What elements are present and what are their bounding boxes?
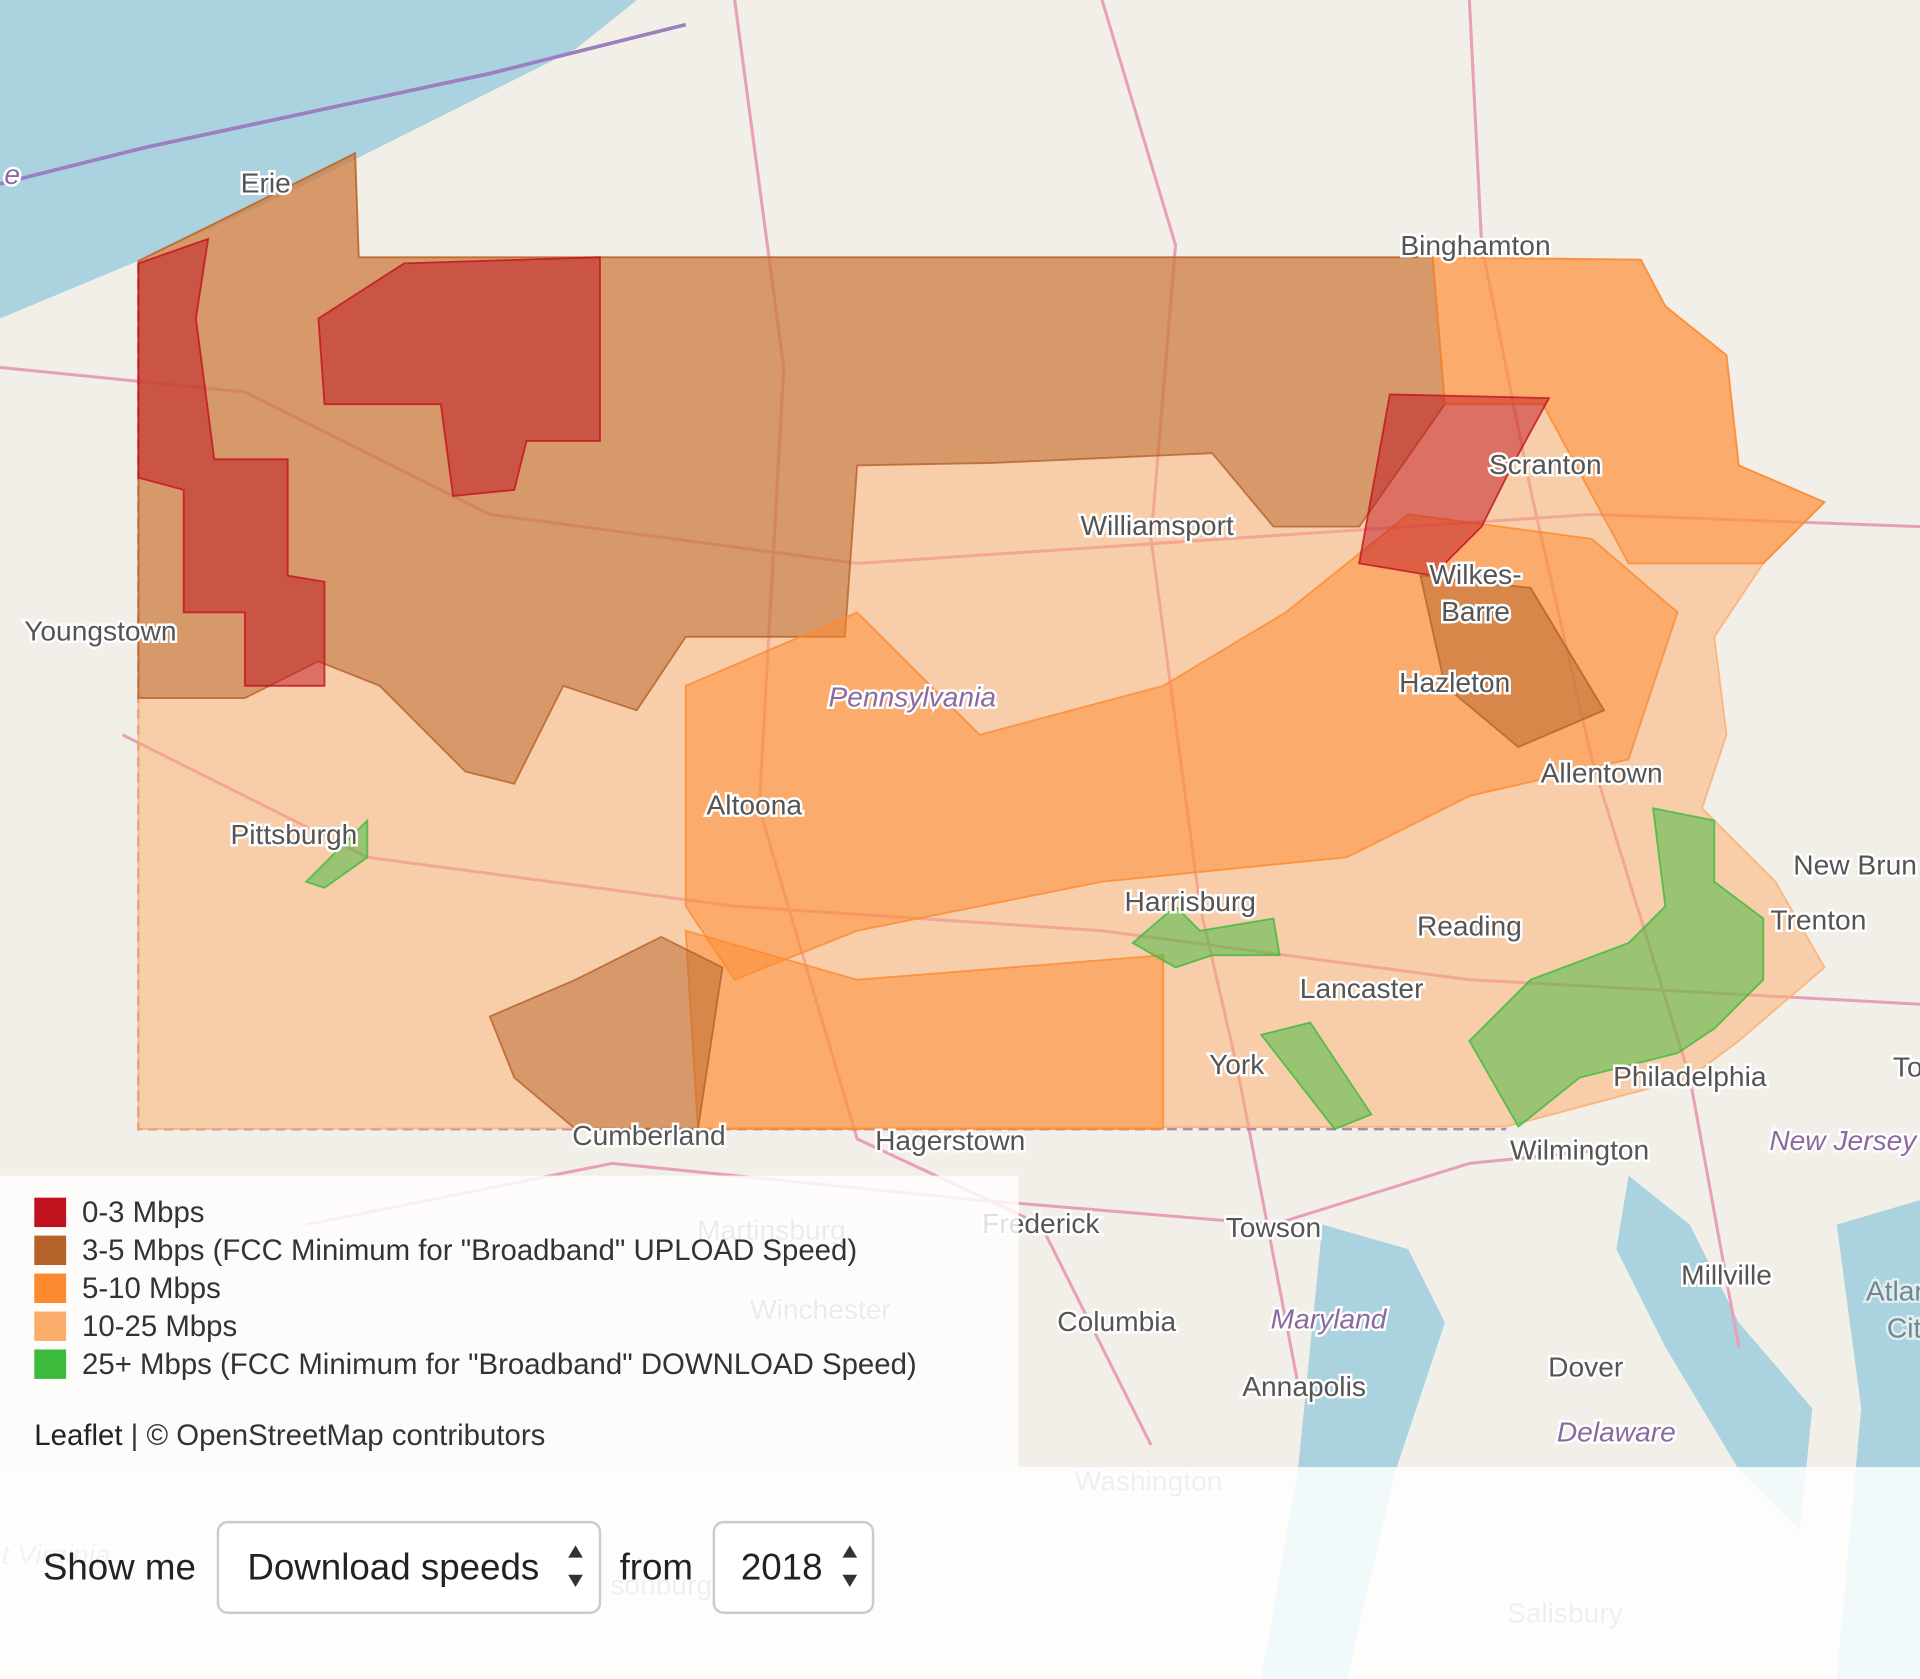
legend-label: 0-3 Mbps <box>82 1196 204 1229</box>
regions <box>137 151 1827 1131</box>
speed-region <box>317 256 601 498</box>
border-line <box>0 22 687 186</box>
legend-label: 25+ Mbps (FCC Minimum for "Broadband" DO… <box>82 1348 917 1381</box>
place-label: Millville <box>1681 1260 1772 1291</box>
place-label: Reading <box>1417 911 1522 942</box>
leaflet-link[interactable]: Leaflet <box>34 1419 122 1452</box>
speed-region <box>1131 904 1281 969</box>
from-label: from <box>620 1547 693 1588</box>
attribution-suffix: contributors <box>392 1419 545 1452</box>
place-label: Columbia <box>1057 1306 1176 1337</box>
place-label: Binghamton <box>1400 230 1550 261</box>
legend-swatch <box>34 1273 67 1303</box>
legend-swatch <box>34 1349 67 1379</box>
place-label: New Brun <box>1793 849 1917 880</box>
place-label: Lancaster <box>1300 973 1424 1004</box>
lake-erie <box>0 0 637 319</box>
place-label: Wilkes- <box>1429 559 1521 590</box>
place-label: Hagerstown <box>875 1125 1025 1156</box>
place-label: New Jersey <box>1769 1125 1918 1156</box>
place-label: To <box>1893 1051 1920 1082</box>
place-label: Youngstown <box>24 616 176 647</box>
legend-swatch <box>34 1197 67 1228</box>
year-select[interactable]: 2018 <box>712 1520 875 1614</box>
legend-swatch <box>34 1235 67 1266</box>
road <box>305 1149 1592 1227</box>
place-label: Philadelphia <box>1613 1061 1767 1092</box>
place-label: Annapolis <box>1242 1371 1366 1402</box>
speed-region <box>1259 1021 1373 1131</box>
legend-label: 10-25 Mbps <box>82 1310 237 1343</box>
place-label: e <box>4 159 20 190</box>
place-label: Pittsburgh <box>230 819 357 850</box>
legend-box <box>0 1175 1019 1468</box>
place-label: Harrisburg <box>1124 886 1255 917</box>
place-label: Barre <box>1441 596 1510 627</box>
place-label: Dover <box>1548 1351 1623 1382</box>
place-label: Cit <box>1887 1312 1920 1343</box>
place-label: Trenton <box>1770 905 1866 936</box>
select-value[interactable]: Download speeds <box>247 1547 539 1588</box>
speed-region <box>1358 393 1551 577</box>
place-label: Wilmington <box>1510 1135 1649 1166</box>
select-box[interactable] <box>216 1520 602 1614</box>
place-label: Hazleton <box>1399 667 1510 698</box>
metric-select[interactable]: Download speeds <box>216 1520 602 1614</box>
speed-region <box>488 935 724 1131</box>
select-box[interactable] <box>712 1520 875 1614</box>
legend-swatch <box>34 1311 67 1341</box>
place-label: Pennsylvania <box>829 682 996 713</box>
legend-label: 3-5 Mbps (FCC Minimum for "Broadband" UP… <box>82 1234 857 1267</box>
attribution-separator: | © <box>131 1419 169 1452</box>
place-label: York <box>1209 1049 1265 1080</box>
place-label: Altoona <box>707 789 803 820</box>
place-label: Atlan <box>1866 1276 1920 1307</box>
place-label: Maryland <box>1271 1304 1388 1335</box>
legend-label: 5-10 Mbps <box>82 1272 221 1305</box>
place-label: Erie <box>241 167 291 198</box>
place-label: Scranton <box>1489 449 1602 480</box>
select-value[interactable]: 2018 <box>741 1547 823 1588</box>
show-me-label: Show me <box>43 1547 196 1588</box>
speed-region <box>1419 574 1606 749</box>
speed-region <box>304 818 369 889</box>
speed-region <box>684 513 1679 981</box>
osm-link[interactable]: OpenStreetMap <box>176 1419 383 1452</box>
place-label: Williamsport <box>1080 510 1233 541</box>
place-label: Towson <box>1226 1212 1321 1243</box>
place-label: Cumberland <box>572 1120 725 1151</box>
attribution: Leaflet | © OpenStreetMap contributors <box>34 1419 545 1452</box>
place-label: Allentown <box>1541 758 1663 789</box>
select-arrows <box>568 1545 583 1588</box>
delaware-bay <box>1616 1175 1813 1531</box>
speed-region <box>1468 807 1765 1129</box>
speed-region <box>137 237 326 687</box>
place-label: Delaware <box>1557 1416 1676 1447</box>
legend: 0-3 Mbps 3-5 Mbps (FCC Minimum for "Broad… <box>34 1196 917 1381</box>
select-arrows <box>842 1545 858 1588</box>
